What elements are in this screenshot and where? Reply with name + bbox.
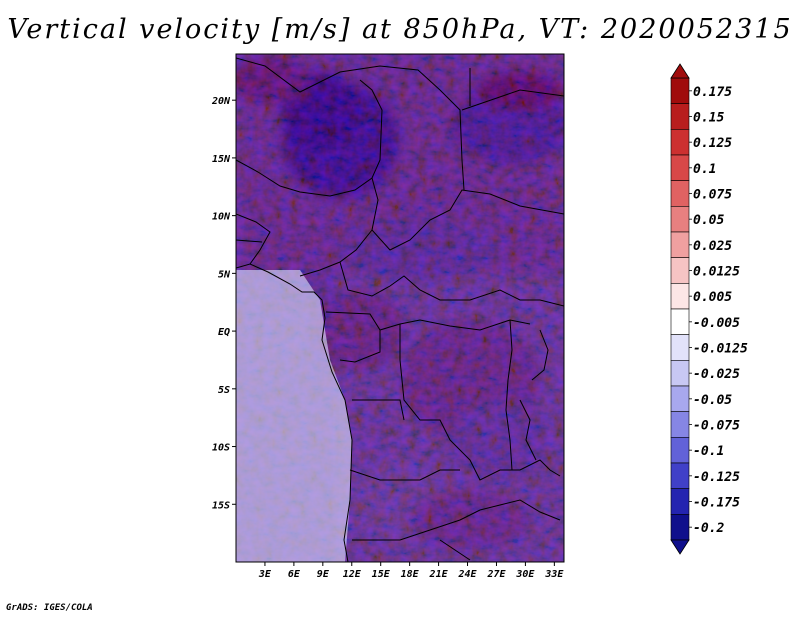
lon-tick-label: 33E bbox=[544, 569, 564, 580]
colorbar-label: -0.05 bbox=[693, 393, 732, 408]
lon-tick-label: 27E bbox=[486, 569, 506, 580]
colorbar-label: -0.1 bbox=[693, 444, 724, 459]
colorbar-label: 0.005 bbox=[693, 290, 732, 305]
colorbar-min-arrow bbox=[670, 539, 690, 555]
lat-tick-label: 5S bbox=[218, 385, 230, 396]
colorbar-label: -0.075 bbox=[693, 419, 740, 434]
lon-tick-label: 3E bbox=[258, 569, 272, 580]
lat-tick-label: 10S bbox=[212, 443, 230, 454]
colorbar-max-arrow bbox=[670, 63, 690, 79]
colorbar-swatch bbox=[670, 308, 690, 335]
colorbar-label: 0.175 bbox=[693, 85, 732, 100]
colorbar-label: 0.125 bbox=[693, 136, 732, 151]
colorbar-label: -0.005 bbox=[693, 316, 740, 331]
velocity-field bbox=[236, 54, 564, 562]
colorbar-swatch bbox=[670, 180, 690, 207]
grads-credit: GrADS: IGES/COLA bbox=[6, 603, 93, 613]
lon-tick-label: 12E bbox=[343, 569, 362, 580]
colorbar-swatch bbox=[670, 514, 690, 541]
colorbar-swatch bbox=[670, 231, 690, 258]
lat-tick-label: 15N bbox=[212, 154, 231, 165]
colorbar-label: 0.0125 bbox=[693, 265, 740, 280]
colorbar-label: -0.175 bbox=[693, 496, 740, 511]
colorbar-swatch bbox=[670, 385, 690, 412]
lon-tick-label: 15E bbox=[372, 569, 391, 580]
longitude-axis: 3E 6E 9E 12E 15E 18E 21E 24E 27E 30E 33E bbox=[258, 562, 564, 580]
colorbar-swatch bbox=[670, 334, 690, 361]
colorbar-label: 0.05 bbox=[693, 213, 724, 228]
lat-tick-label: 5N bbox=[218, 269, 231, 280]
colorbar-label: -0.0125 bbox=[693, 342, 748, 357]
colorbar-label: 0.025 bbox=[693, 239, 732, 254]
colorbar-swatch bbox=[670, 77, 690, 104]
colorbar-swatch bbox=[670, 283, 690, 310]
colorbar-label: -0.125 bbox=[693, 470, 740, 485]
map-plot-area bbox=[235, 53, 565, 563]
colorbar-swatch bbox=[670, 437, 690, 464]
colorbar-swatch bbox=[670, 154, 690, 181]
plot-frame bbox=[235, 53, 565, 563]
map-title: Vertical velocity [m/s] at 850hPa, VT: 2… bbox=[7, 14, 793, 45]
lat-tick-label: 10N bbox=[212, 212, 231, 223]
colorbar-label: 0.15 bbox=[693, 111, 724, 126]
colorbar-swatch bbox=[670, 488, 690, 515]
lon-tick-label: 18E bbox=[401, 569, 420, 580]
lat-tick-label: 15S bbox=[212, 500, 230, 511]
colorbar-swatch bbox=[670, 129, 690, 156]
lon-tick-label: 24E bbox=[457, 569, 477, 580]
lon-tick-label: 9E bbox=[317, 569, 330, 580]
colorbar-swatch bbox=[670, 257, 690, 284]
colorbar: 0.175 0.15 0.125 0.1 0.075 0.05 0.025 0.0125 0.0… bbox=[670, 63, 748, 555]
latitude-axis: 20N 15N 10N 5N EQ 5S 10S 15S bbox=[211, 96, 236, 511]
lon-tick-label: 6E bbox=[288, 569, 301, 580]
colorbar-label: -0.2 bbox=[693, 521, 724, 536]
colorbar-label: 0.075 bbox=[693, 188, 732, 203]
country-borders bbox=[236, 57, 564, 562]
colorbar-swatch bbox=[670, 360, 690, 387]
colorbar-swatch bbox=[670, 411, 690, 438]
colorbar-swatch bbox=[670, 206, 690, 233]
lat-tick-label: EQ bbox=[218, 327, 230, 338]
lat-tick-label: 20N bbox=[211, 96, 231, 107]
lon-tick-label: 30E bbox=[515, 569, 535, 580]
colorbar-swatch bbox=[670, 103, 690, 130]
colorbar-label: -0.025 bbox=[693, 367, 740, 382]
colorbar-label: 0.1 bbox=[693, 162, 716, 177]
lon-tick-label: 21E bbox=[429, 569, 449, 580]
colorbar-swatch bbox=[670, 462, 690, 489]
